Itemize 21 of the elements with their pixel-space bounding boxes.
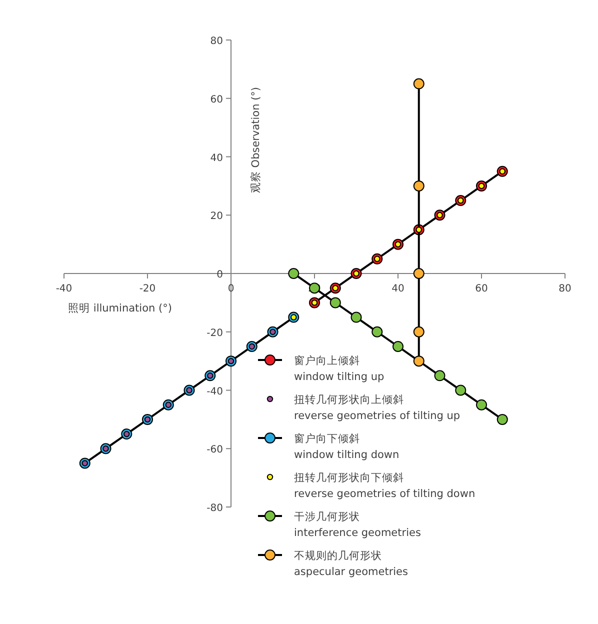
y-tick-label: 40 xyxy=(210,152,223,164)
y-tick-label: 80 xyxy=(210,36,223,47)
y-tick-label: -60 xyxy=(206,444,223,456)
legend-label: 干涉几何形状 interference geometries xyxy=(294,510,421,539)
legend-label: 窗户向下倾斜 window tilting down xyxy=(294,432,400,461)
x-tick-label: 80 xyxy=(558,284,572,294)
legend-label: 扭转几何形状向上倾斜 reverse geometries of tilting up xyxy=(294,393,460,422)
y-tick-label: -40 xyxy=(206,386,223,398)
y-axis-title: 观察 Observation (°) xyxy=(249,86,262,194)
y-tick-label: -20 xyxy=(206,328,223,339)
y-tick-label: 20 xyxy=(210,211,223,222)
y-tick-label: -80 xyxy=(206,503,223,514)
y-tick-label: 60 xyxy=(210,94,223,106)
x-tick-label: 60 xyxy=(475,284,488,294)
x-tick-label: 40 xyxy=(392,284,404,294)
x-axis-title: 照明 illumination (°) xyxy=(68,302,172,314)
legend-label: 窗户向上倾斜 window tilting up xyxy=(294,354,384,383)
x-tick-label: -40 xyxy=(56,284,72,294)
legend-label: 不规则的几何形状 aspecular geometries xyxy=(294,550,408,578)
x-tick-label: -20 xyxy=(139,284,156,294)
legend-label: 扭转几何形状向下倾斜 reverse geometries of tilting down xyxy=(294,472,476,500)
